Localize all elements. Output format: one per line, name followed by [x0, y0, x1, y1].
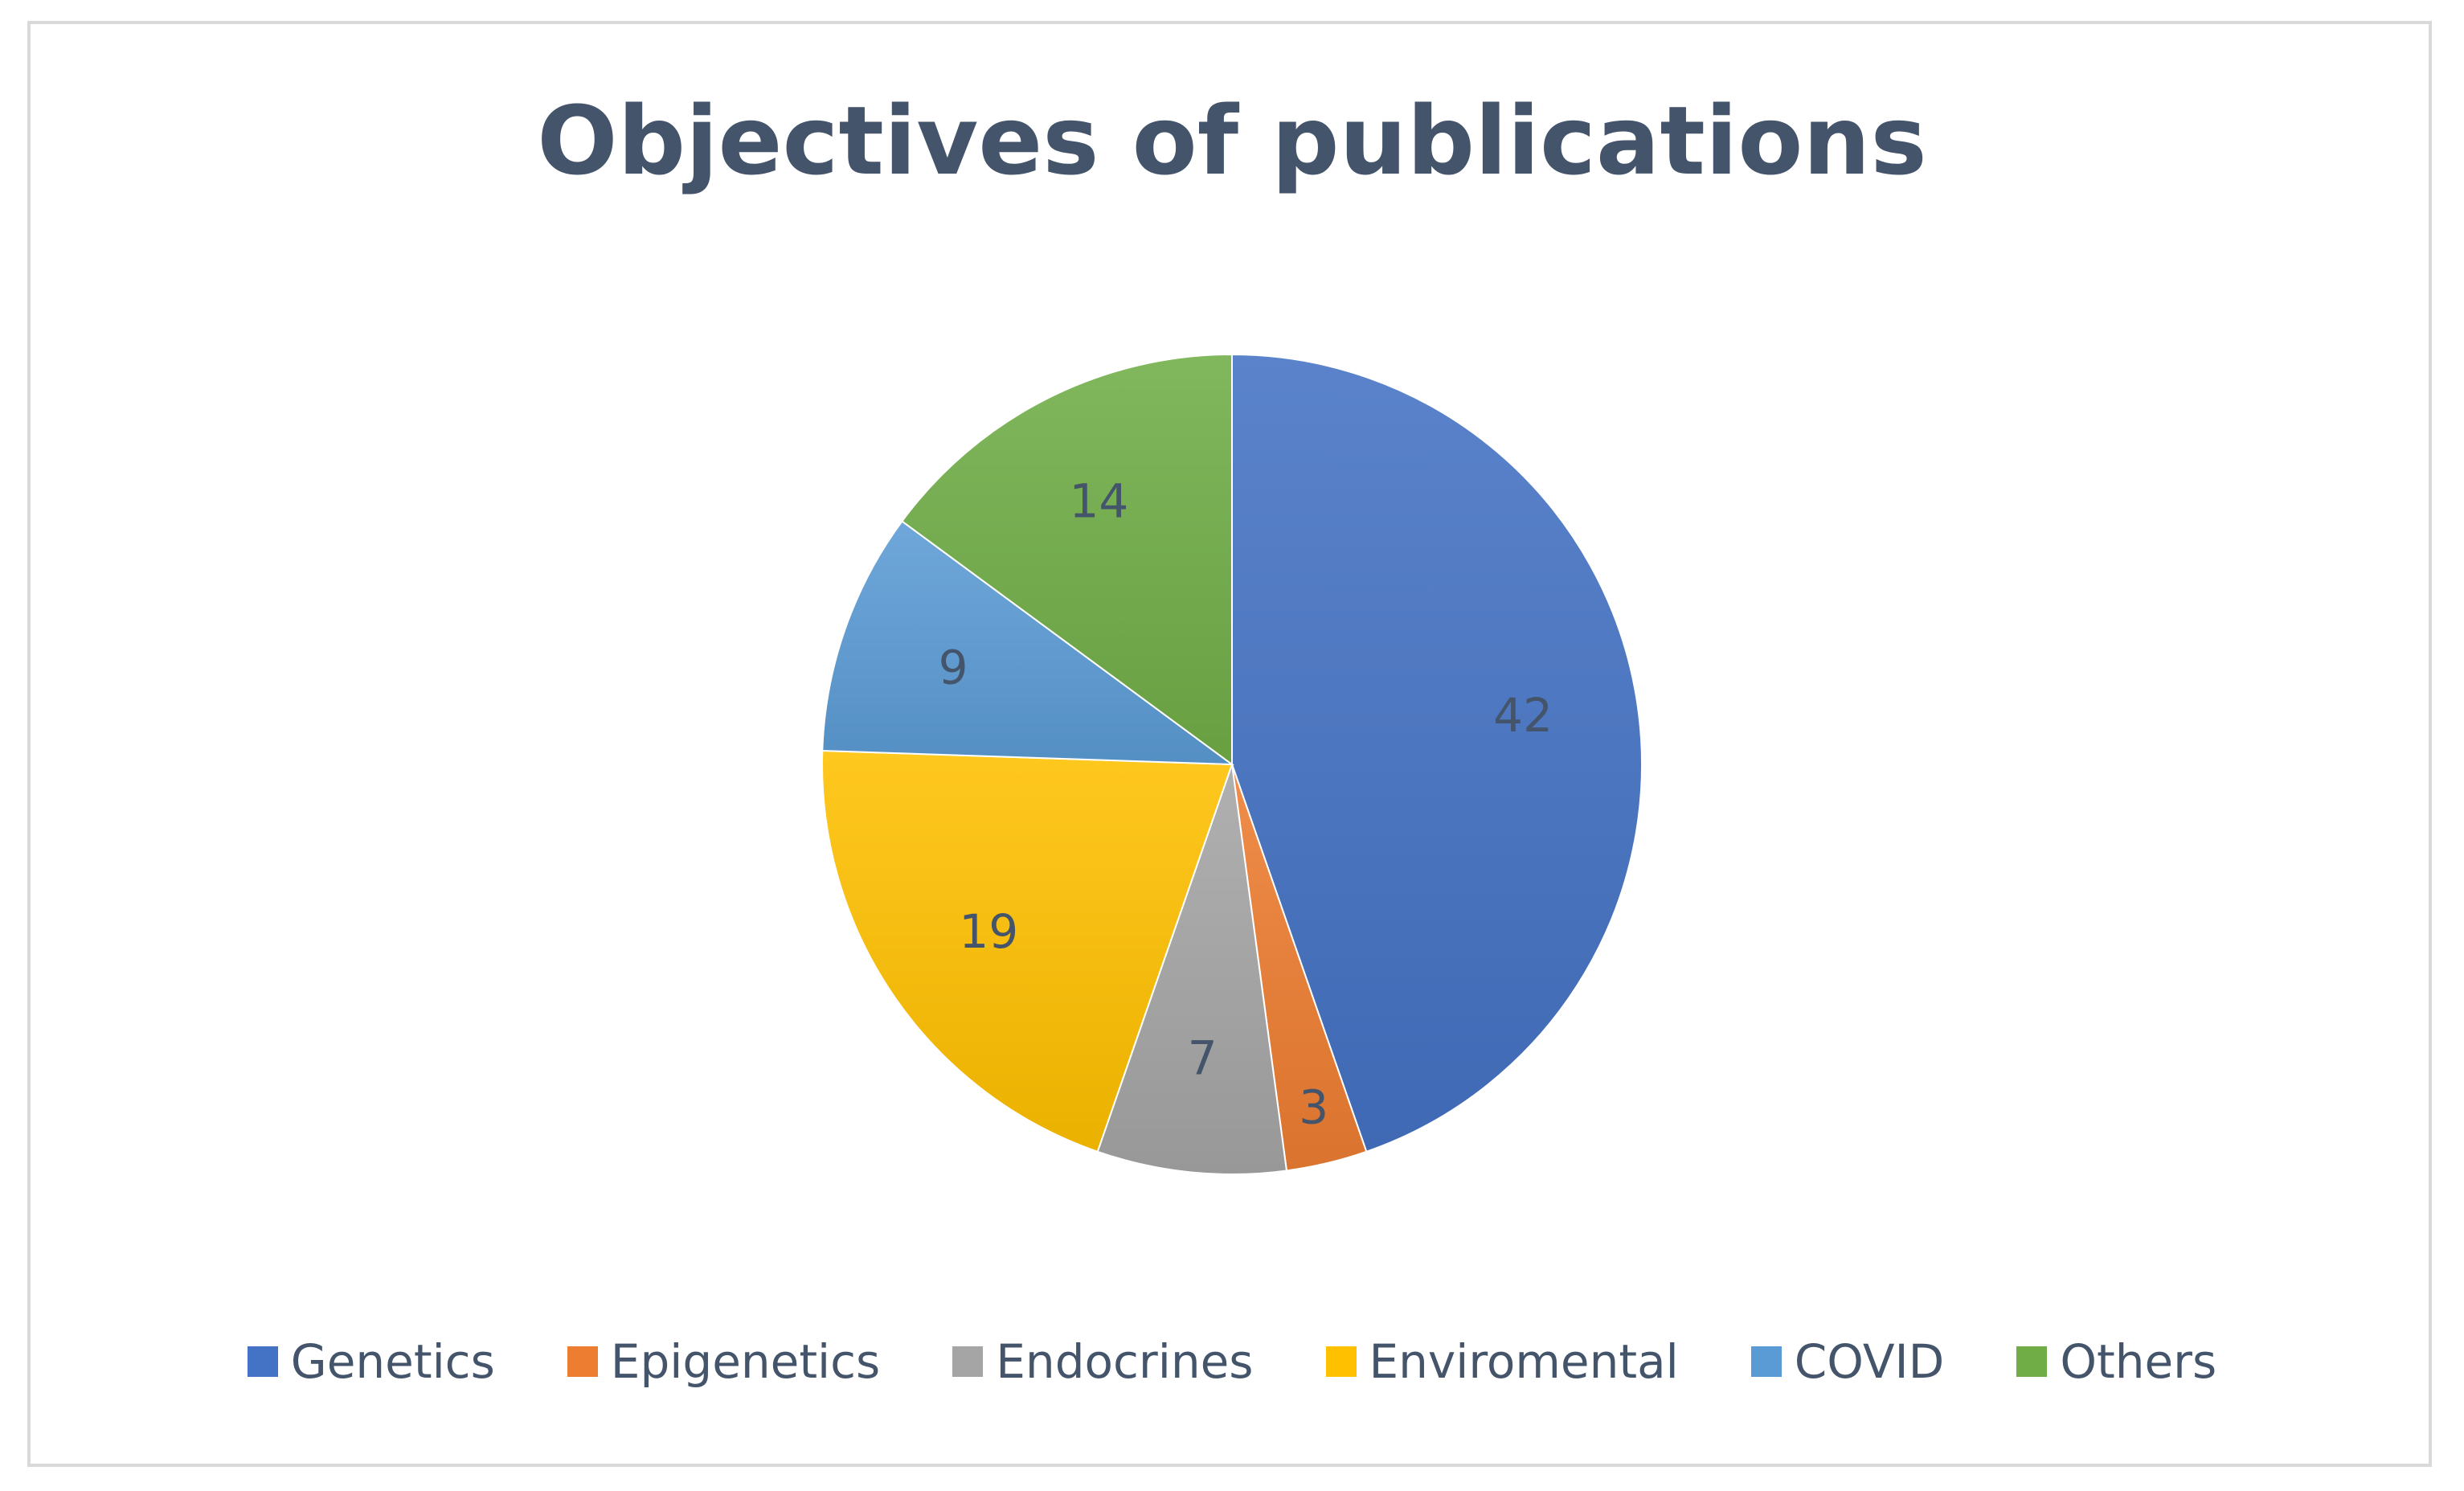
- legend-label: Epigenetics: [610, 1334, 881, 1389]
- legend-item-endocrines: Endocrines: [952, 1334, 1254, 1389]
- legend-item-enviromental: Enviromental: [1325, 1334, 1679, 1389]
- legend-swatch: [567, 1346, 598, 1377]
- pie-slice-genetics: [1231, 353, 1643, 1153]
- data-label-endocrines: 7: [1188, 1030, 1218, 1085]
- pie-slice-others: [901, 353, 1233, 766]
- legend-swatch: [1325, 1346, 1357, 1377]
- legend-swatch: [1750, 1346, 1782, 1377]
- pie-data-labels: 42 3 7 19 9 14: [939, 473, 1553, 1134]
- legend-swatch: [952, 1346, 984, 1377]
- data-label-covid: 9: [939, 641, 968, 695]
- pie-slice-endocrines: [1096, 764, 1288, 1175]
- legend-label: Genetics: [290, 1334, 495, 1389]
- pie-slice-enviromental: [821, 749, 1234, 1153]
- pie-slices: [821, 353, 1643, 1175]
- data-label-genetics: 42: [1493, 688, 1553, 743]
- pie-slice-covid: [821, 520, 1235, 766]
- legend-item-genetics: Genetics: [247, 1334, 495, 1389]
- data-label-epigenetics: 3: [1299, 1080, 1328, 1135]
- legend-label: COVID: [1794, 1334, 1945, 1389]
- legend-label: Enviromental: [1369, 1334, 1679, 1389]
- legend-item-epigenetics: Epigenetics: [567, 1334, 880, 1389]
- legend-item-others: Others: [2016, 1334, 2216, 1389]
- legend-item-covid: COVID: [1750, 1334, 1945, 1389]
- data-label-enviromental: 19: [959, 904, 1018, 959]
- data-label-others: 14: [1069, 473, 1128, 528]
- legend-swatch: [247, 1346, 278, 1377]
- legend-label: Others: [2060, 1334, 2217, 1389]
- legend-label: Endocrines: [996, 1334, 1254, 1389]
- legend: Genetics Epigenetics Endocrines Enviromenta…: [0, 1334, 2464, 1389]
- chart-title: Objectives of publications: [537, 85, 1927, 196]
- legend-swatch: [2016, 1346, 2048, 1377]
